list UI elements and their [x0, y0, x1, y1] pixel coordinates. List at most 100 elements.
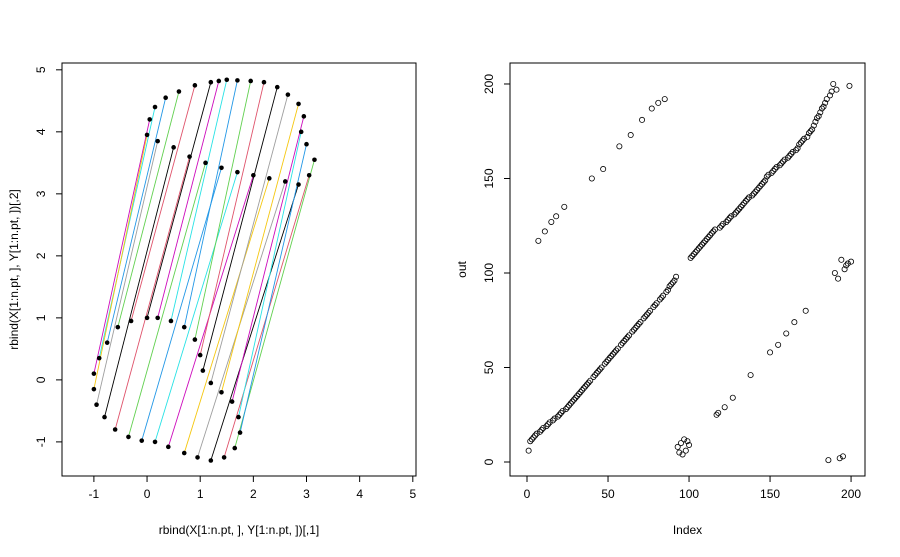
point [687, 254, 694, 261]
point [221, 455, 227, 460]
point [567, 400, 574, 407]
point [703, 235, 710, 242]
x-tick-label: 4 [356, 487, 363, 501]
match-link [146, 82, 212, 318]
point [733, 209, 740, 216]
point [768, 169, 775, 176]
point [561, 203, 568, 210]
point [786, 152, 793, 159]
x-tick-label: 2 [250, 487, 257, 501]
match-link [199, 82, 265, 356]
x-tick-label: 3 [303, 487, 310, 501]
point [91, 386, 97, 392]
point [551, 415, 558, 422]
point [767, 349, 774, 356]
point [796, 141, 803, 148]
point [566, 402, 573, 409]
point [590, 373, 597, 380]
match-link [157, 80, 220, 318]
x-tick-label: 50 [601, 487, 615, 501]
point [553, 213, 560, 220]
point [762, 177, 769, 184]
point [601, 360, 608, 367]
point [632, 324, 639, 331]
point [668, 281, 675, 288]
point [814, 115, 821, 122]
match-link [154, 172, 238, 443]
point [699, 241, 706, 248]
point [794, 145, 801, 152]
x-tick-label: 0 [144, 487, 151, 501]
point [731, 211, 738, 218]
point [574, 392, 581, 399]
point [750, 190, 757, 197]
x-axis-label: rbind(X[1:n.pt, ], Y[1:n.pt, ])[,1] [159, 523, 320, 537]
point [626, 332, 633, 339]
point [755, 184, 762, 191]
point [694, 247, 701, 254]
point [301, 114, 307, 119]
point [695, 245, 702, 252]
point [771, 166, 778, 173]
point [616, 143, 623, 150]
point [775, 341, 782, 348]
point [817, 109, 824, 116]
point [805, 130, 812, 137]
point [624, 334, 631, 341]
point [780, 158, 787, 165]
point [781, 156, 788, 163]
point [94, 402, 99, 407]
point [224, 77, 230, 83]
point [528, 436, 535, 443]
point [235, 78, 240, 83]
point [647, 307, 654, 314]
point [171, 145, 176, 150]
point [556, 411, 563, 418]
point [839, 453, 846, 460]
point [535, 237, 542, 244]
match-link [210, 94, 289, 384]
y-tick-label: 150 [482, 168, 496, 188]
point [572, 394, 579, 401]
point [609, 351, 616, 358]
match-link [210, 184, 299, 461]
point [546, 419, 553, 426]
point [724, 217, 731, 224]
point [545, 421, 552, 428]
point [760, 179, 767, 186]
point [656, 296, 663, 303]
point [822, 99, 829, 106]
point [530, 434, 537, 441]
point [770, 167, 777, 174]
point [666, 283, 673, 290]
point [676, 449, 683, 456]
point [580, 385, 587, 392]
point [749, 192, 756, 199]
point [571, 396, 578, 403]
point [579, 387, 586, 394]
point [686, 442, 693, 449]
point [664, 287, 671, 294]
point [823, 96, 830, 103]
y-tick-label: 200 [482, 74, 496, 94]
point [585, 379, 592, 386]
point [663, 288, 670, 295]
point [721, 404, 728, 411]
point [558, 409, 565, 416]
point [679, 451, 686, 458]
point [126, 434, 131, 440]
point [804, 133, 811, 140]
match-link [141, 167, 222, 441]
point [248, 78, 253, 84]
match-link [170, 79, 228, 322]
point [723, 218, 730, 225]
point [655, 99, 662, 106]
point [261, 79, 267, 85]
point [195, 455, 200, 460]
point [818, 105, 825, 112]
point [809, 126, 816, 133]
point [708, 230, 715, 237]
point [681, 436, 688, 443]
